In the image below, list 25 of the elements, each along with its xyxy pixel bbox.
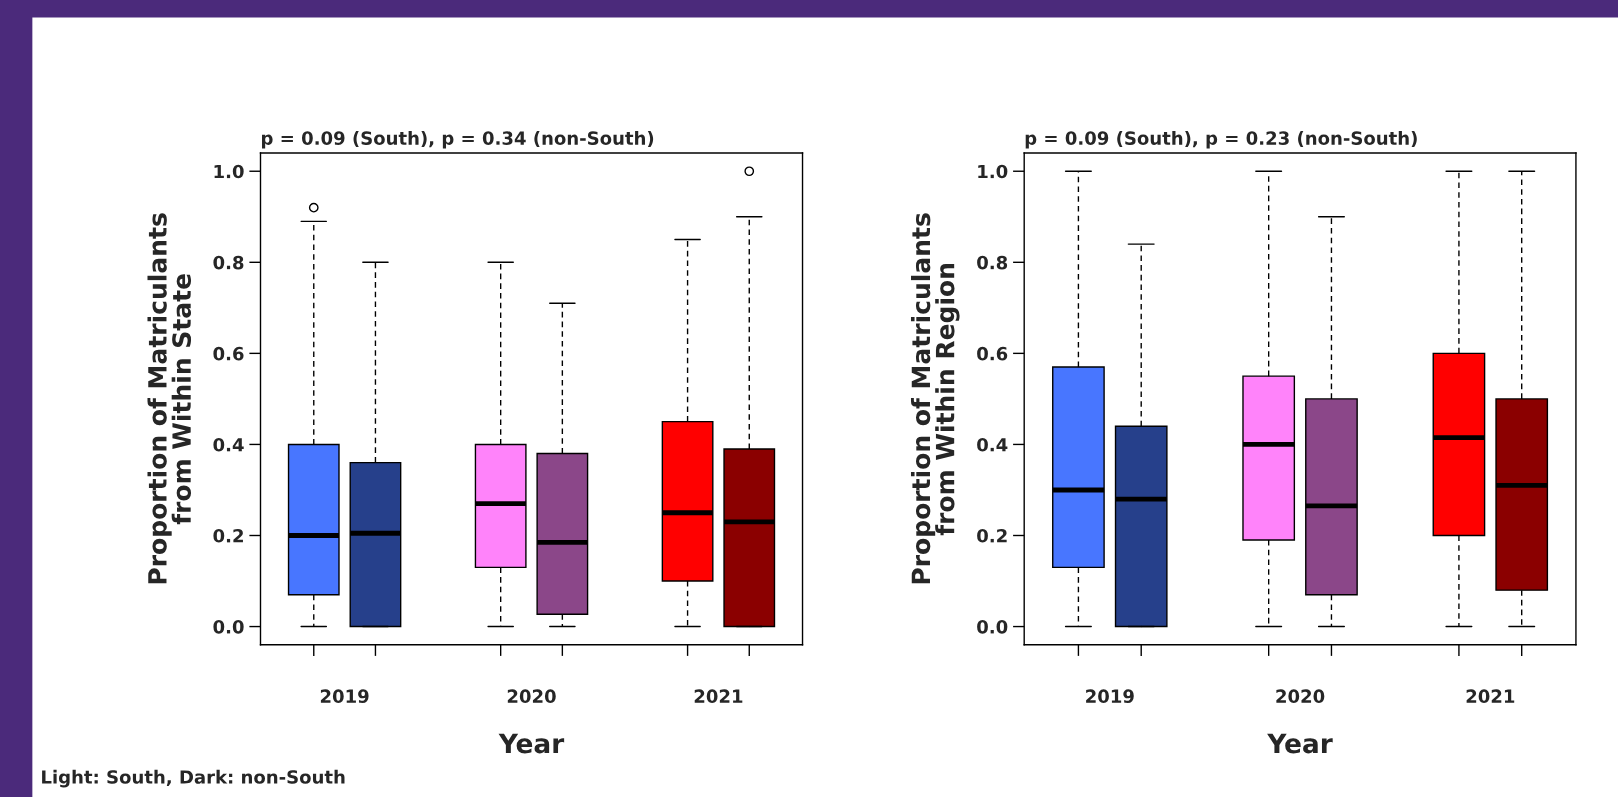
chart-title: p = 0.09 (South), p = 0.23 (non-South) [1025,130,1417,149]
x-tick-label: 2020 [507,689,556,704]
y-tick-label: 0.6 [213,346,244,361]
y-tick-label: 0.2 [213,528,243,543]
x-tick-label: 2021 [694,689,743,704]
x-axis-title: Year [498,733,565,754]
y-axis-title: Proportion of Matriculants from Within State [147,213,192,584]
chart-title: p = 0.09 (South), p = 0.34 (non-South) [262,130,654,149]
y-tick-label: 0.6 [977,346,1008,361]
x-tick-label: 2019 [320,689,369,704]
y-tick-label: 0.4 [213,437,244,452]
y-tick-label: 0.2 [977,528,1007,543]
y-tick-label: 0.0 [977,620,1008,634]
y-tick-label: 0.0 [213,620,244,634]
y-tick-label: 0.8 [213,255,244,270]
y-tick-label: 0.8 [977,255,1008,270]
y-axis-title: Proportion of Matriculants from Within Region [910,213,960,584]
x-tick-label: 2021 [1466,689,1515,704]
y-tick-label: 1.0 [978,164,1008,179]
y-tick-label: 1.0 [214,164,244,179]
x-tick-label: 2020 [1276,689,1325,704]
x-axis-title: Year [1267,733,1333,754]
x-tick-label: 2019 [1086,689,1134,704]
text: Light: South, Dark: non-South [42,769,345,788]
y-tick-label: 0.4 [977,437,1008,452]
